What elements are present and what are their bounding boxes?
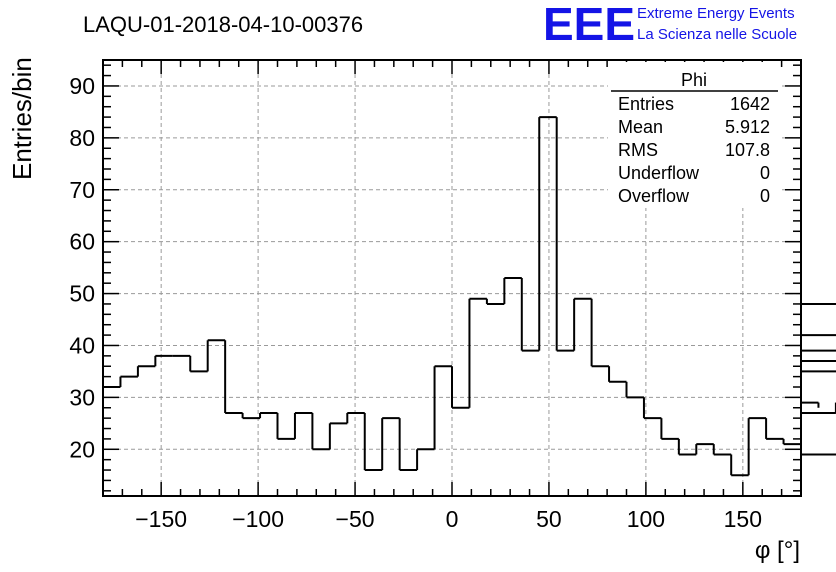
x-tick-label-6: 150 xyxy=(724,506,762,532)
stats-row-value-3: 0 xyxy=(760,163,770,183)
stats-row-label-2: RMS xyxy=(618,140,658,160)
stats-row-value-4: 0 xyxy=(760,186,770,206)
chart-title: LAQU-01-2018-04-10-00376 xyxy=(83,12,363,37)
y-tick-label-7: 90 xyxy=(69,73,95,99)
stats-row-value-0: 1642 xyxy=(730,94,770,114)
stats-box-title: Phi xyxy=(681,70,707,90)
histogram-line xyxy=(103,116,836,477)
eee-logo: EEE Extreme Energy Events La Scienza nel… xyxy=(543,0,797,50)
x-tick-label-0: −150 xyxy=(135,506,187,532)
x-tick-label-2: −50 xyxy=(336,506,375,532)
eee-logo-mark: EEE xyxy=(543,0,635,50)
tick-labels: −150 −100 −50 0 50 100 150 20 30 40 50 60 70 80 90 xyxy=(69,73,762,532)
y-tick-label-1: 30 xyxy=(69,384,95,410)
stats-rows: Entries 1642 Mean 5.912 RMS 107.8 Underflow 0 Ov… xyxy=(618,94,770,206)
stats-box: Phi Entries 1642 Mean 5.912 RMS 107.8 Underflo… xyxy=(608,62,780,208)
stats-row-value-1: 5.912 xyxy=(725,117,770,137)
eee-logo-line2: La Scienza nelle Scuole xyxy=(637,26,797,43)
y-axis-label: Entries/bin xyxy=(7,57,37,180)
y-tick-label-2: 40 xyxy=(69,332,95,358)
y-tick-label-5: 70 xyxy=(69,177,95,203)
x-tick-label-4: 50 xyxy=(536,506,562,532)
stats-row-label-4: Overflow xyxy=(618,186,690,206)
stats-box-background xyxy=(608,62,780,208)
stats-row-label-1: Mean xyxy=(618,117,663,137)
stats-row-label-3: Underflow xyxy=(618,163,700,183)
x-tick-label-5: 100 xyxy=(627,506,665,532)
x-tick-label-1: −100 xyxy=(232,506,284,532)
y-tick-label-4: 60 xyxy=(69,229,95,255)
x-tick-label-3: 0 xyxy=(446,506,459,532)
stats-row-value-2: 107.8 xyxy=(725,140,770,160)
y-tick-label-3: 50 xyxy=(69,281,95,307)
y-tick-label-0: 20 xyxy=(69,436,95,462)
stats-row-label-0: Entries xyxy=(618,94,674,114)
axes xyxy=(102,59,802,497)
x-axis-label: φ [°] xyxy=(755,537,800,564)
eee-logo-line1: Extreme Energy Events xyxy=(637,5,795,22)
y-tick-label-6: 80 xyxy=(69,125,95,151)
